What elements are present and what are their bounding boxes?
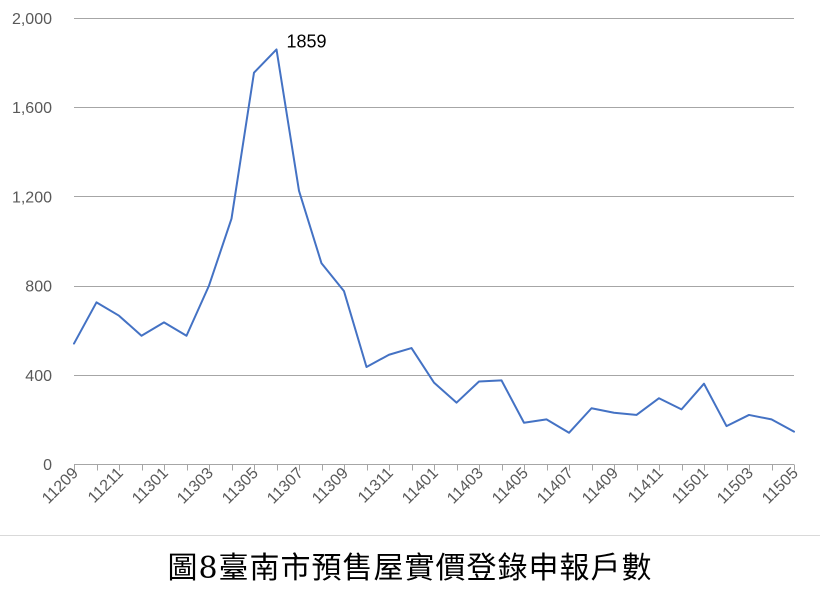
chart-svg: 0 400 800 1,200 1,600 2,000 11209 11211 11301 11… <box>12 11 802 508</box>
gridlines <box>74 18 794 376</box>
data-point <box>94 300 99 305</box>
y-tick-label: 1,600 <box>12 100 52 117</box>
x-tick-label: 11307 <box>264 465 307 508</box>
data-point <box>319 261 324 266</box>
data-point <box>297 188 302 193</box>
series-layer <box>72 47 797 435</box>
data-point <box>139 333 144 338</box>
data-point <box>522 420 527 425</box>
data-point <box>72 341 77 346</box>
data-point <box>567 430 572 435</box>
x-tick-labels: 11209 11211 11301 11303 11305 11307 11309 11311… <box>39 465 802 508</box>
data-point <box>679 407 684 412</box>
data-point <box>162 320 167 325</box>
data-point <box>657 396 662 401</box>
y-tick-label: 400 <box>25 368 52 385</box>
data-point <box>634 412 639 417</box>
data-point <box>499 378 504 383</box>
y-tick-label: 1,200 <box>12 189 52 206</box>
x-tick-label: 11407 <box>534 465 577 508</box>
x-tick-label: 11311 <box>355 465 397 507</box>
annotations: 1859 <box>287 31 327 51</box>
data-point <box>229 216 234 221</box>
peak-data-label: 1859 <box>287 31 327 51</box>
data-point <box>747 412 752 417</box>
y-tick-label: 0 <box>43 457 52 474</box>
chart-title: 圖8臺南市預售屋實價登錄申報戶數 <box>167 551 653 586</box>
data-point <box>589 406 594 411</box>
data-point <box>409 346 414 351</box>
x-tick-label: 11403 <box>444 465 487 508</box>
x-tick-label: 11301 <box>129 465 172 508</box>
data-point <box>544 417 549 422</box>
data-point <box>724 424 729 429</box>
x-tick-label: 11401 <box>399 465 442 508</box>
data-point <box>612 410 617 415</box>
data-point <box>477 379 482 384</box>
x-tick-label: 11211 <box>85 465 127 507</box>
x-tick-label: 11303 <box>174 465 217 508</box>
line-chart: 0 400 800 1,200 1,600 2,000 11209 11211 11301 11… <box>12 11 802 508</box>
data-point <box>432 380 437 385</box>
x-tick-label: 11309 <box>309 465 352 508</box>
x-tick-label: 11409 <box>579 465 622 508</box>
data-point <box>792 429 797 434</box>
data-point <box>184 333 189 338</box>
x-tick-label: 11405 <box>489 465 532 508</box>
x-tick-label: 11501 <box>669 465 712 508</box>
series-line <box>73 48 795 434</box>
x-axis <box>74 464 795 471</box>
chart-bottom-border <box>0 535 820 536</box>
x-tick-label: 11503 <box>714 465 757 508</box>
y-tick-label: 800 <box>25 279 52 296</box>
data-point <box>454 400 459 405</box>
data-point <box>117 313 122 318</box>
data-point <box>387 352 392 357</box>
data-point <box>342 289 347 294</box>
data-point <box>252 70 257 75</box>
data-point <box>702 381 707 386</box>
data-point <box>207 283 212 288</box>
data-point <box>769 417 774 422</box>
data-point <box>274 47 279 52</box>
y-tick-labels: 0 400 800 1,200 1,600 2,000 <box>12 11 52 474</box>
data-point <box>364 364 369 369</box>
x-tick-label: 11411 <box>625 465 667 507</box>
y-tick-label: 2,000 <box>12 11 52 28</box>
x-tick-label: 11305 <box>219 465 262 508</box>
x-tick-label: 11505 <box>759 465 802 508</box>
